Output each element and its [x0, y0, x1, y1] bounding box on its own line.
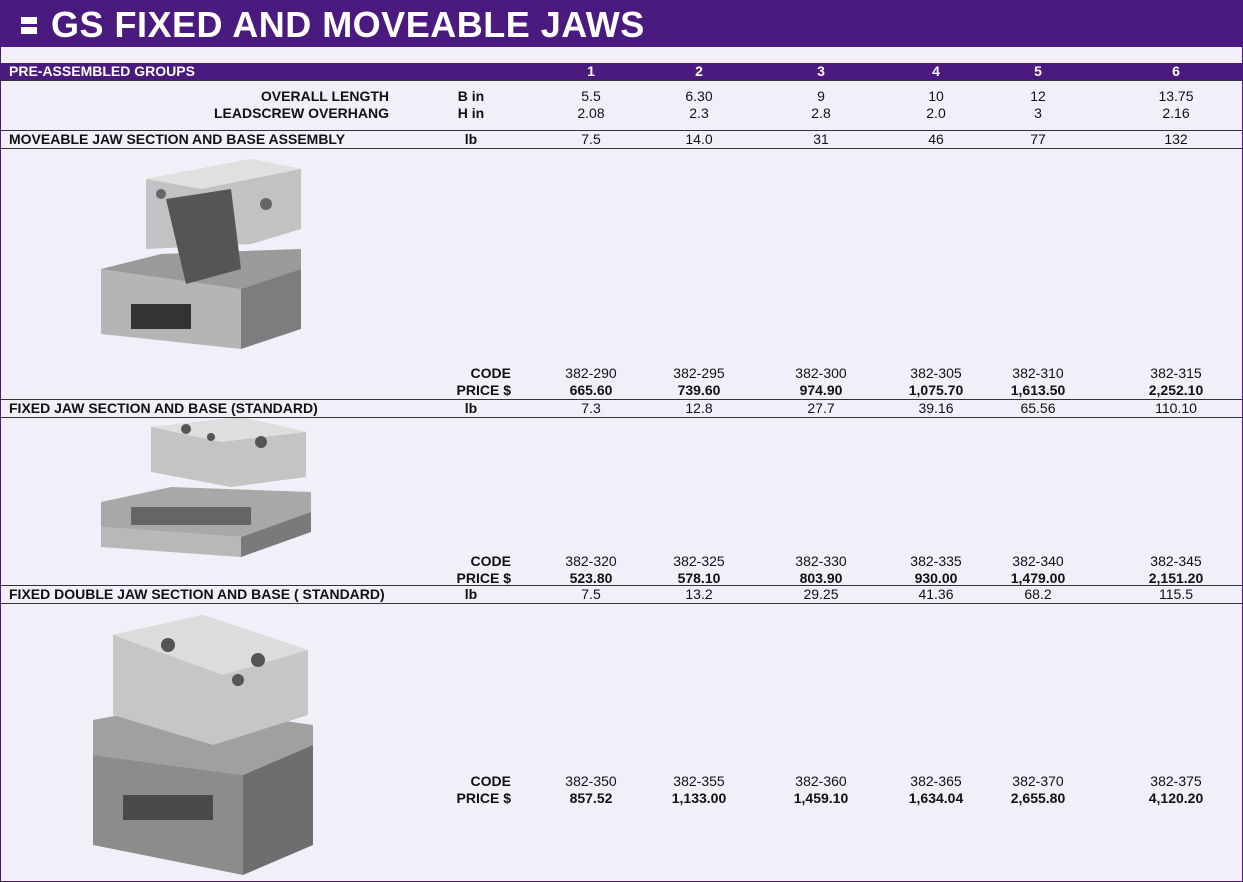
dimension-label: OVERALL LENGTH — [89, 88, 389, 105]
unit: lb — [431, 400, 511, 417]
code-label: CODE — [411, 365, 511, 382]
code: 382-355 — [639, 773, 759, 790]
weight: 68.2 — [978, 586, 1098, 603]
code: 382-330 — [761, 553, 881, 570]
code: 382-295 — [639, 365, 759, 382]
code: 382-310 — [978, 365, 1098, 382]
price: 857.52 — [531, 790, 651, 807]
column-header: 6 — [1116, 63, 1236, 80]
code: 382-315 — [1116, 365, 1236, 382]
weight: 31 — [761, 131, 881, 148]
code: 382-320 — [531, 553, 651, 570]
price: 2,252.10 — [1116, 382, 1236, 399]
rule — [1, 80, 1242, 81]
weight: 13.2 — [639, 586, 759, 603]
weight: 65.56 — [978, 400, 1098, 417]
rule — [1, 148, 1242, 149]
weight: 12.8 — [639, 400, 759, 417]
price: 4,120.20 — [1116, 790, 1236, 807]
dimension-value: 12 — [978, 88, 1098, 105]
price: 665.60 — [531, 382, 651, 399]
dimension-value: 2.8 — [761, 105, 881, 122]
dimension-value: 3 — [978, 105, 1098, 122]
dimension-value: 2.3 — [639, 105, 759, 122]
product-image — [91, 149, 311, 359]
product-image — [91, 417, 321, 562]
unit: B in — [431, 88, 511, 105]
dimension-value: 5.5 — [531, 88, 651, 105]
dimension-value: 6.30 — [639, 88, 759, 105]
unit: H in — [431, 105, 511, 122]
code: 382-375 — [1116, 773, 1236, 790]
unit: lb — [431, 131, 511, 148]
dimension-value: 2.08 — [531, 105, 651, 122]
weight: 115.5 — [1116, 586, 1236, 603]
dimension-value: 9 — [761, 88, 881, 105]
rule — [1, 417, 1242, 418]
unit: lb — [431, 586, 511, 603]
price: 1,613.50 — [978, 382, 1098, 399]
page: GS FIXED AND MOVEABLE JAWS PRE-ASSEMBLED… — [0, 0, 1243, 882]
group-label: PRE-ASSEMBLED GROUPS — [9, 63, 309, 80]
price: 2,655.80 — [978, 790, 1098, 807]
weight: 77 — [978, 131, 1098, 148]
code: 382-300 — [761, 365, 881, 382]
weight: 7.5 — [531, 586, 651, 603]
product-image — [83, 605, 323, 882]
price: 1,459.10 — [761, 790, 881, 807]
weight: 27.7 — [761, 400, 881, 417]
code: 382-290 — [531, 365, 651, 382]
code: 382-345 — [1116, 553, 1236, 570]
section-title: FIXED JAW SECTION AND BASE (STANDARD) — [9, 400, 429, 417]
column-header: 3 — [761, 63, 881, 80]
price-label: PRICE $ — [411, 382, 511, 399]
weight: 7.3 — [531, 400, 651, 417]
title-icon — [17, 13, 47, 43]
column-header: 2 — [639, 63, 759, 80]
weight: 110.10 — [1116, 400, 1236, 417]
code: 382-340 — [978, 553, 1098, 570]
weight: 29.25 — [761, 586, 881, 603]
code: 382-350 — [531, 773, 651, 790]
dimension-value: 2.16 — [1116, 105, 1236, 122]
code: 382-360 — [761, 773, 881, 790]
section-title: MOVEABLE JAW SECTION AND BASE ASSEMBLY — [9, 131, 429, 148]
column-header: 5 — [978, 63, 1098, 80]
price: 974.90 — [761, 382, 881, 399]
code: 382-325 — [639, 553, 759, 570]
weight: 132 — [1116, 131, 1236, 148]
weight: 14.0 — [639, 131, 759, 148]
price: 1,133.00 — [639, 790, 759, 807]
page-title: GS FIXED AND MOVEABLE JAWS — [51, 5, 645, 45]
price: 739.60 — [639, 382, 759, 399]
price-label: PRICE $ — [411, 790, 511, 807]
code-label: CODE — [411, 553, 511, 570]
dimension-value: 13.75 — [1116, 88, 1236, 105]
code-label: CODE — [411, 773, 511, 790]
rule — [1, 603, 1242, 604]
section-title: FIXED DOUBLE JAW SECTION AND BASE ( STAN… — [9, 586, 429, 603]
weight: 7.5 — [531, 131, 651, 148]
column-header: 1 — [531, 63, 651, 80]
title-band: GS FIXED AND MOVEABLE JAWS — [1, 1, 1242, 47]
code: 382-370 — [978, 773, 1098, 790]
dimension-label: LEADSCREW OVERHANG — [89, 105, 389, 122]
